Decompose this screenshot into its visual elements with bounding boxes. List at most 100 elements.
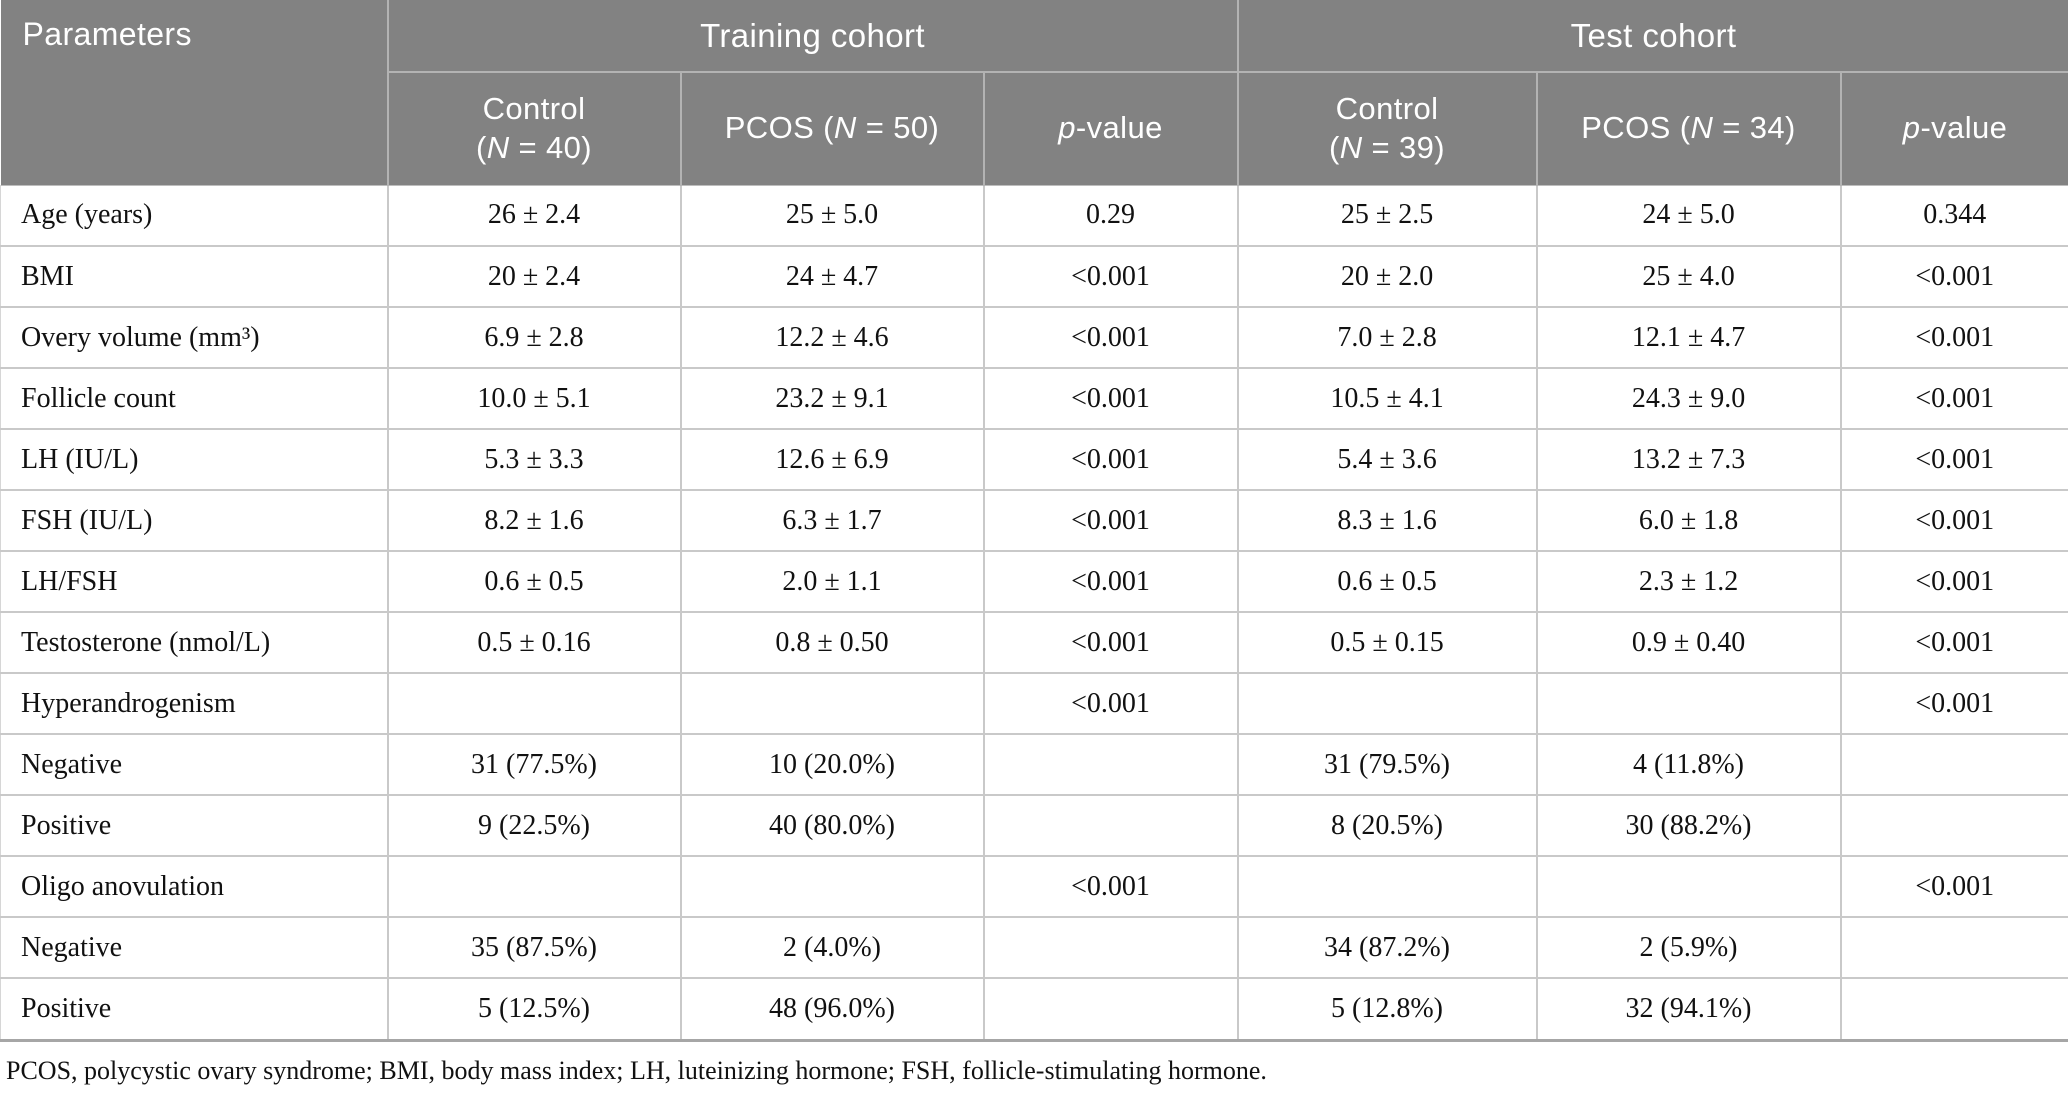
cell: 0.8 ± 0.50 [680,612,985,674]
cell: 30 (88.2%) [1536,795,1842,857]
row-label: Overy volume (mm³) [0,307,389,369]
header-text: Control [1335,91,1439,126]
cell: <0.001 [1840,368,2068,430]
cell: 26 ± 2.4 [387,184,682,247]
table-row: Hyperandrogenism <0.001 <0.001 [0,673,2068,735]
row-label: Negative [0,917,389,979]
cell: 0.9 ± 0.40 [1536,612,1842,674]
cell: 48 (96.0%) [680,978,985,1039]
cell: <0.001 [983,429,1239,491]
row-label: Hyperandrogenism [0,673,389,735]
cell: 5 (12.8%) [1237,978,1538,1039]
header-text: PCOS (N = 50) [724,110,940,146]
cell: 4 (11.8%) [1536,734,1842,796]
cell: 10 (20.0%) [680,734,985,796]
row-label: Negative [0,734,389,796]
cell: 5.3 ± 3.3 [387,429,682,491]
header-text: (N = 39) [1328,129,1446,165]
cell: <0.001 [1840,551,2068,613]
cell: 20 ± 2.0 [1237,246,1538,308]
cell: 0.29 [983,184,1239,247]
cell: 2 (4.0%) [680,917,985,979]
table-row: Overy volume (mm³) 6.9 ± 2.8 12.2 ± 4.6 … [0,307,2068,369]
cell: 31 (77.5%) [387,734,682,796]
cell: 2.0 ± 1.1 [680,551,985,613]
cell [1237,673,1538,735]
cell: 0.344 [1840,184,2068,247]
cell: 25 ± 5.0 [680,184,985,247]
cell: 12.6 ± 6.9 [680,429,985,491]
cell: <0.001 [983,673,1239,735]
cell: <0.001 [983,246,1239,308]
cell: 24 ± 5.0 [1536,184,1842,247]
header-text: PCOS (N = 34) [1581,110,1796,146]
table-row: Age (years) 26 ± 2.4 25 ± 5.0 0.29 25 ± … [0,184,2068,247]
table-row: FSH (IU/L) 8.2 ± 1.6 6.3 ± 1.7 <0.001 8.… [0,490,2068,552]
cell: 13.2 ± 7.3 [1536,429,1842,491]
cell [1536,673,1842,735]
cell: <0.001 [1840,429,2068,491]
row-label: Positive [0,978,389,1039]
row-label: Follicle count [0,368,389,430]
table-body: Age (years) 26 ± 2.4 25 ± 5.0 0.29 25 ± … [0,184,2068,1039]
cell: 24.3 ± 9.0 [1536,368,1842,430]
cell: 10.0 ± 5.1 [387,368,682,430]
cell [1840,978,2068,1039]
cell: <0.001 [983,856,1239,918]
cell: 0.5 ± 0.15 [1237,612,1538,674]
table-row: Oligo anovulation <0.001 <0.001 [0,856,2068,918]
col-header-control-training: Control (N = 40) [387,72,681,185]
table-row: Positive 9 (22.5%) 40 (80.0%) 8 (20.5%) … [0,795,2068,857]
table-row: LH (IU/L) 5.3 ± 3.3 12.6 ± 6.9 <0.001 5.… [0,429,2068,491]
cell: <0.001 [983,307,1239,369]
cell [983,978,1239,1039]
cell: 0.6 ± 0.5 [1237,551,1538,613]
cell: <0.001 [1840,612,2068,674]
cell: 20 ± 2.4 [387,246,682,308]
table-bottom-rule [0,1039,2068,1042]
cell [680,673,985,735]
table-row: LH/FSH 0.6 ± 0.5 2.0 ± 1.1 <0.001 0.6 ± … [0,551,2068,613]
cell: <0.001 [1840,490,2068,552]
table-row: Negative 31 (77.5%) 10 (20.0%) 31 (79.5%… [0,734,2068,796]
cell: 24 ± 4.7 [680,246,985,308]
cell [387,673,682,735]
row-label: BMI [0,246,389,308]
cell: 23.2 ± 9.1 [680,368,985,430]
cell: 12.2 ± 4.6 [680,307,985,369]
cell [1237,856,1538,918]
cell [387,856,682,918]
row-label: Oligo anovulation [0,856,389,918]
cell: <0.001 [1840,246,2068,308]
cell: 6.3 ± 1.7 [680,490,985,552]
cell: 40 (80.0%) [680,795,985,857]
cell: 5.4 ± 3.6 [1237,429,1538,491]
footnote: PCOS, polycystic ovary syndrome; BMI, bo… [6,1056,1267,1085]
row-label: Positive [0,795,389,857]
cell: 6.0 ± 1.8 [1536,490,1842,552]
cell: 5 (12.5%) [387,978,682,1039]
cell: 2.3 ± 1.2 [1536,551,1842,613]
header-text: Training cohort [700,16,925,54]
col-header-control-test: Control (N = 39) [1236,72,1537,185]
cell [680,856,985,918]
cell: 0.6 ± 0.5 [387,551,682,613]
cell: 34 (87.2%) [1237,917,1538,979]
cell [1840,917,2068,979]
cell: 8 (20.5%) [1237,795,1538,857]
cell: <0.001 [983,368,1239,430]
row-label: Testosterone (nmol/L) [0,612,389,674]
table-row: Testosterone (nmol/L) 0.5 ± 0.16 0.8 ± 0… [0,612,2068,674]
cell: <0.001 [1840,673,2068,735]
cell: <0.001 [983,551,1239,613]
col-header-test-cohort: Test cohort [1237,0,2068,73]
col-header-parameters: Parameters [0,0,389,185]
col-header-pcos-test: PCOS (N = 34) [1535,72,1841,185]
table-row: Positive 5 (12.5%) 48 (96.0%) 5 (12.8%) … [0,978,2068,1039]
cell: 35 (87.5%) [387,917,682,979]
row-label: LH (IU/L) [0,429,389,491]
header-text: (N = 40) [475,129,593,165]
cell: <0.001 [1840,856,2068,918]
row-label: LH/FSH [0,551,389,613]
header-text: Control [482,91,586,126]
